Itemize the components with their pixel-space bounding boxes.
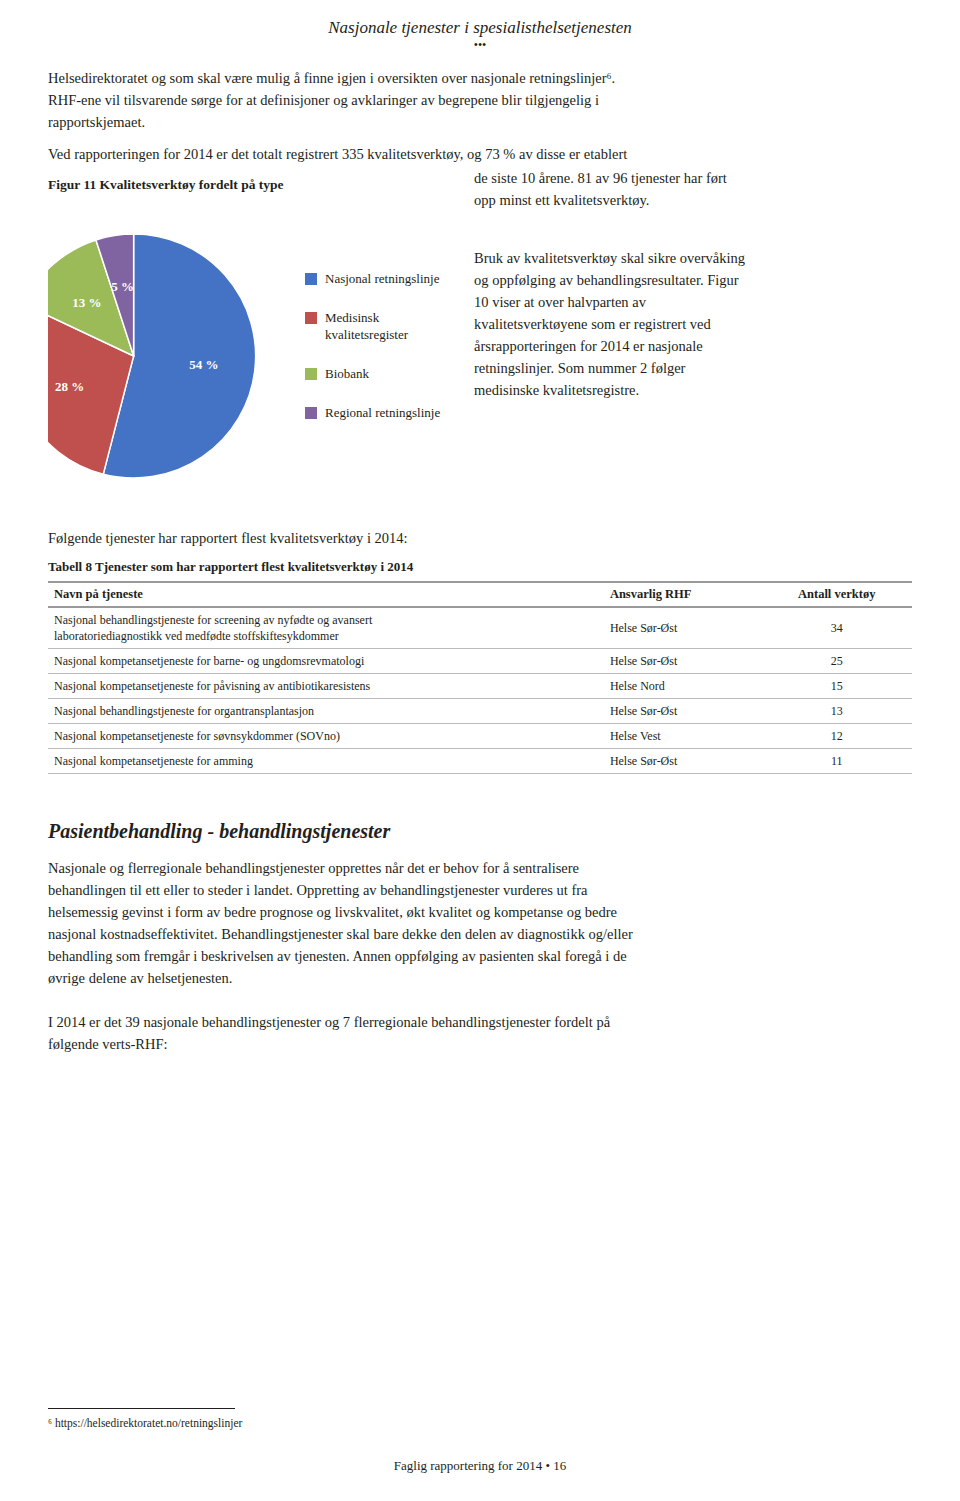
html-text:12: 12 xyxy=(830,729,843,743)
html-text:Nasjonale tjenester i spesiali: Nasjonale tjenester i spesialisthelsetje… xyxy=(328,18,632,37)
svg-text:54 %: 54 % xyxy=(189,357,218,372)
html-text:Faglig rapportering for 2014 •: Faglig rapportering for 2014 • 16 xyxy=(393,1458,567,1473)
html-text:Følgende tjenester har rapport: Følgende tjenester har rapportert flest … xyxy=(48,530,408,546)
html-text:Helse Sør-Øst: Helse Sør-Øst xyxy=(609,621,678,635)
html-text:Helse Sør-Øst: Helse Sør-Øst xyxy=(609,704,678,718)
html-text:Nasjonal behandlingstjeneste f: Nasjonal behandlingstjeneste for screeni… xyxy=(54,613,373,643)
html-text:25: 25 xyxy=(830,654,843,668)
html-text:Pasientbehandling - behandling: Pasientbehandling - behandlingstjenester xyxy=(48,820,391,842)
html-text:Helse Vest: Helse Vest xyxy=(609,729,661,743)
html-text:Biobank: Biobank xyxy=(325,365,370,381)
html-text:Ansvarlig RHF: Ansvarlig RHF xyxy=(609,587,692,601)
html-text:Navn på tjeneste: Navn på tjeneste xyxy=(54,587,143,601)
html-text:⁶ https://helsedirektoratet.no: ⁶ https://helsedirektoratet.no/retningsl… xyxy=(48,1417,243,1429)
html-text:34: 34 xyxy=(830,621,843,635)
html-text:Regional retningslinje: Regional retningslinje xyxy=(325,404,441,420)
html-text:Helsedirektoratet og som skal: Helsedirektoratet og som skal være mulig… xyxy=(48,70,616,130)
html-text:Helse Sør-Øst: Helse Sør-Øst xyxy=(609,754,678,768)
html-text:Medisinsk kvalitetsregister: Medisinsk kvalitetsregister xyxy=(325,309,408,342)
html-text:Figur 11 Kvalitetsverktøy ford: Figur 11 Kvalitetsverktøy fordelt på typ… xyxy=(48,177,284,192)
html-text:de siste 10 årene. 81 av 96 tj: de siste 10 årene. 81 av 96 tjenester ha… xyxy=(474,170,727,208)
html-text:Helse Sør-Øst: Helse Sør-Øst xyxy=(609,654,678,668)
html-text:Nasjonal kompetansetjeneste fo: Nasjonal kompetansetjeneste for søvnsykd… xyxy=(54,729,340,743)
html-text:11: 11 xyxy=(830,754,843,768)
html-text:Nasjonal retningslinje: Nasjonal retningslinje xyxy=(325,270,440,286)
html-text:Helse Nord: Helse Nord xyxy=(609,679,665,693)
html-text:Tabell 8 Tjenester som har rap: Tabell 8 Tjenester som har rapportert fl… xyxy=(48,559,414,574)
html-text:Nasjonal behandlingstjeneste f: Nasjonal behandlingstjeneste for organtr… xyxy=(54,704,314,718)
html-text:Ved rapporteringen for 2014 er: Ved rapporteringen for 2014 er det total… xyxy=(48,146,628,162)
svg-text:13 %: 13 % xyxy=(72,295,101,310)
svg-text:28 %: 28 % xyxy=(55,379,84,394)
html-text:Nasjonal kompetansetjeneste fo: Nasjonal kompetansetjeneste for barne- o… xyxy=(54,654,365,668)
html-text:15: 15 xyxy=(830,679,843,693)
html-text:I 2014 er det 39 nasjonale beh: I 2014 er det 39 nasjonale behandlingstj… xyxy=(48,1014,611,1052)
html-text:Nasjonale og flerregionale beh: Nasjonale og flerregionale behandlingstj… xyxy=(48,860,633,986)
html-text:13: 13 xyxy=(830,704,843,718)
svg-text:5 %: 5 % xyxy=(111,279,134,294)
html-text:Nasjonal kompetansetjeneste fo: Nasjonal kompetansetjeneste for påvisnin… xyxy=(54,679,371,693)
html-text:Antall verktøy: Antall verktøy xyxy=(798,587,876,601)
html-text:Nasjonal kompetansetjeneste fo: Nasjonal kompetansetjeneste for amming xyxy=(54,754,253,768)
html-text:Bruk av kvalitetsverktøy skal: Bruk av kvalitetsverktøy skal sikre over… xyxy=(474,250,745,398)
